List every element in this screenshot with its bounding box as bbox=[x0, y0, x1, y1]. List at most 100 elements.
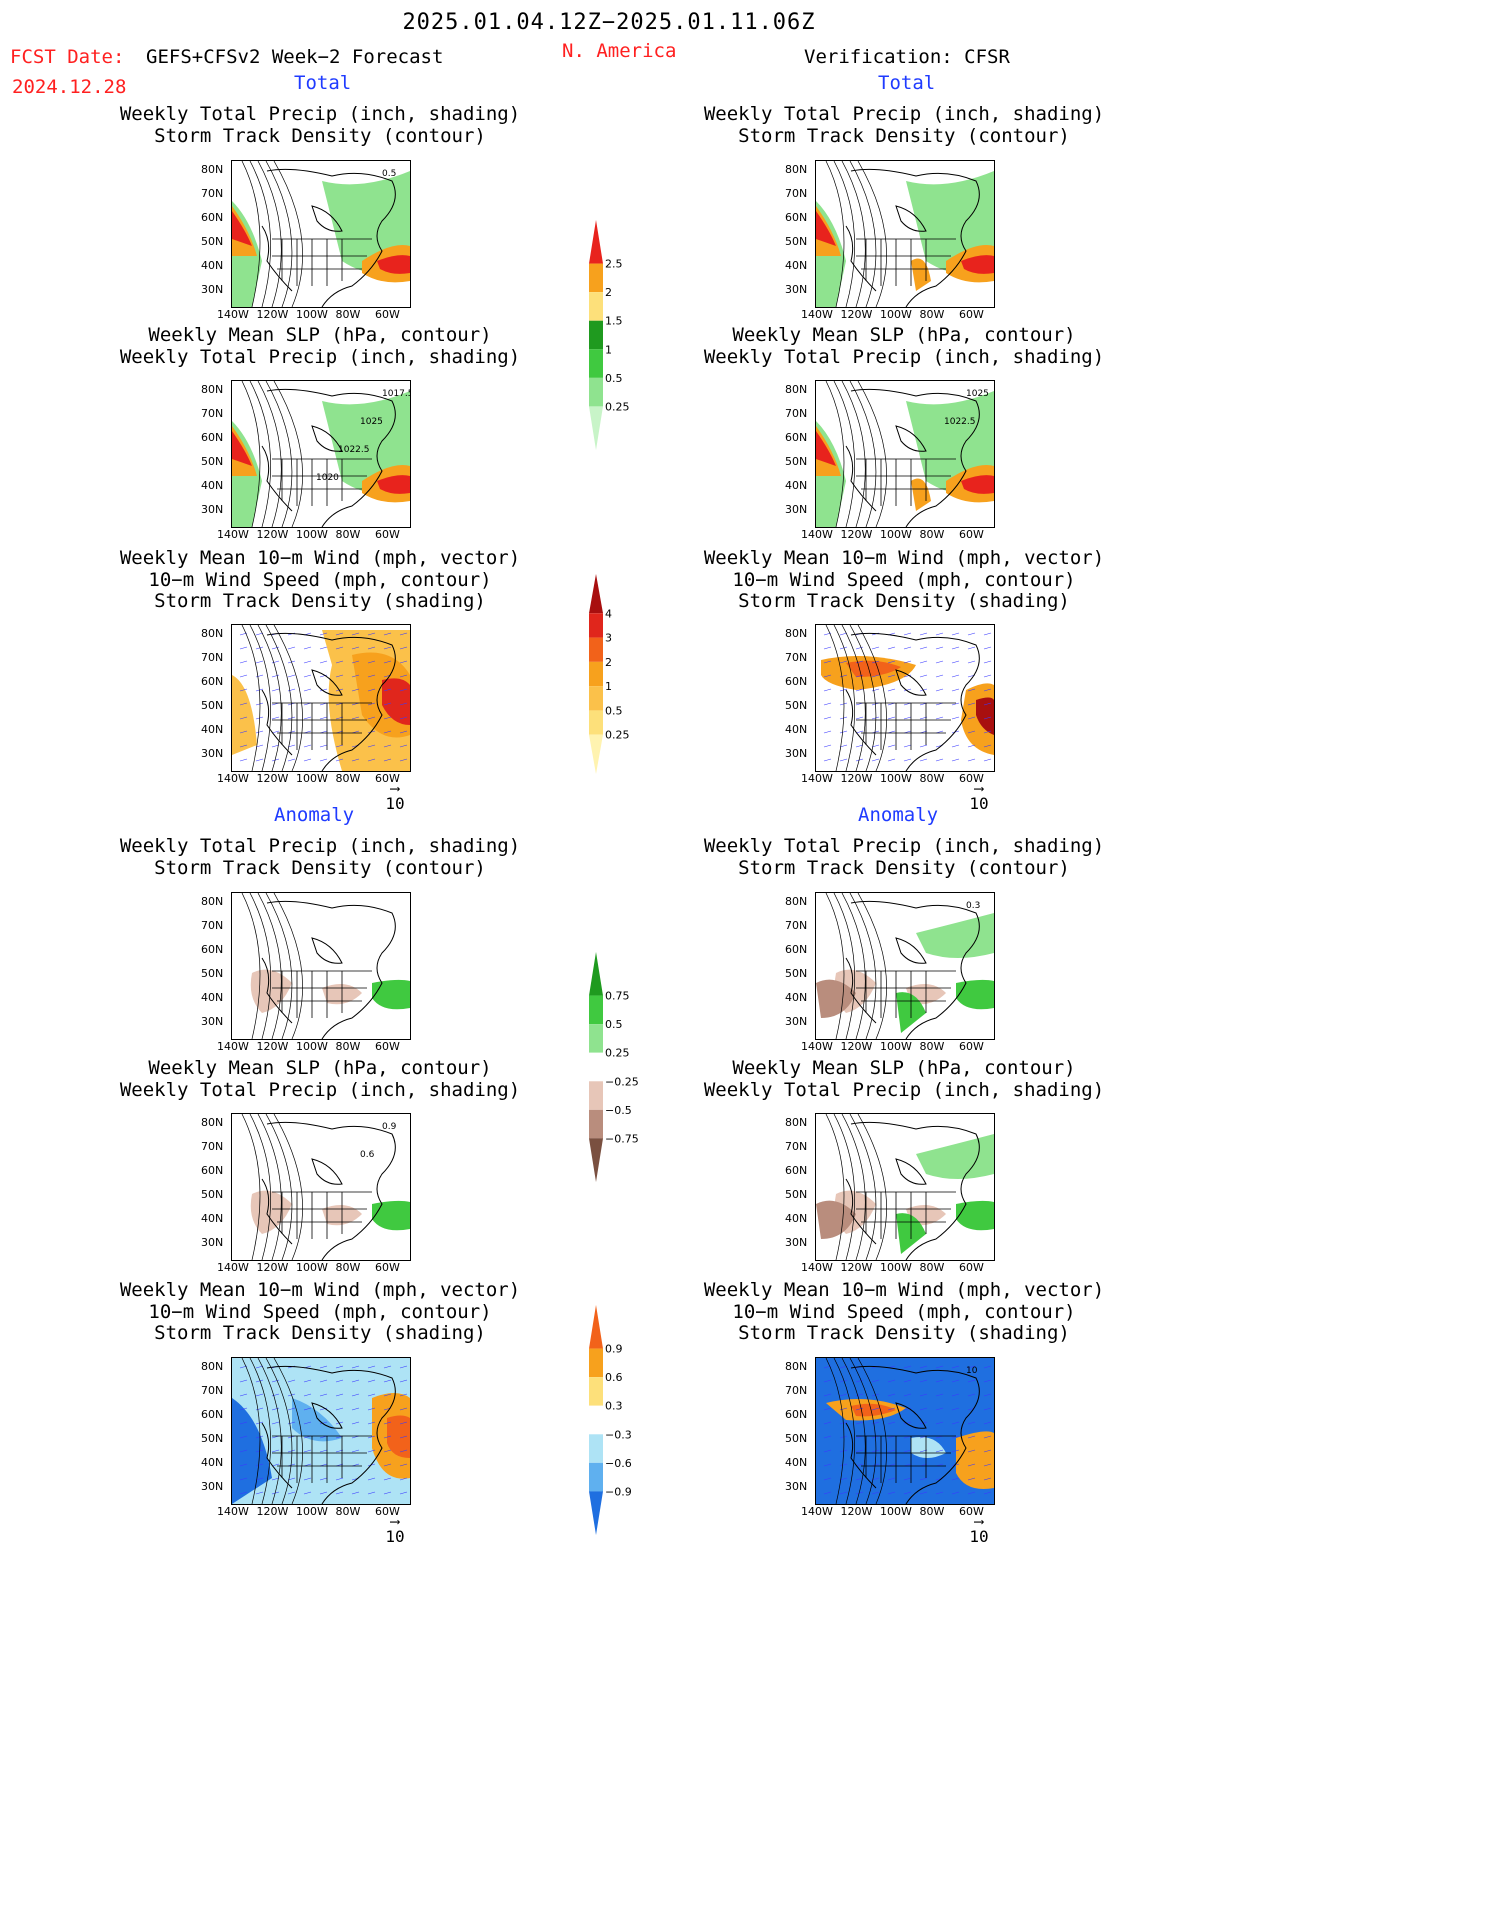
lat-tick-label: 80N bbox=[785, 383, 808, 396]
lat-tick-label: 30N bbox=[785, 1480, 808, 1493]
lon-tick-label: 140W bbox=[217, 1505, 249, 1518]
shade-atlantic-max bbox=[377, 475, 410, 494]
lat-tick-label: 60N bbox=[785, 211, 808, 224]
state-borders bbox=[272, 702, 372, 750]
vector-arrow-icon: ⟶ bbox=[390, 781, 400, 797]
lon-tick-label: 120W bbox=[840, 1505, 873, 1518]
lat-tick-label: 30N bbox=[201, 1236, 224, 1249]
contour-lines bbox=[825, 161, 887, 307]
vector-reference-value: 10 bbox=[385, 1527, 405, 1546]
map-panel-3-verification bbox=[815, 624, 995, 772]
lon-tick-label: 80W bbox=[335, 528, 361, 541]
lat-tick-label: 40N bbox=[785, 723, 808, 736]
vector-reference: ⟶ 10 bbox=[959, 1515, 999, 1546]
colorbar-label: 2.5 bbox=[605, 258, 623, 271]
panel-title-1-forecast: Weekly Total Precip (inch, shading) Stor… bbox=[119, 103, 521, 147]
contour-lines bbox=[241, 381, 303, 527]
lat-tick-label: 50N bbox=[201, 699, 224, 712]
state-borders bbox=[272, 458, 372, 506]
vector-reference-value: 10 bbox=[385, 794, 405, 813]
state-borders bbox=[272, 238, 372, 286]
lat-tick-label: 60N bbox=[785, 675, 808, 688]
lat-tick-label: 70N bbox=[785, 1384, 808, 1397]
colorbar-label: −0.75 bbox=[605, 1132, 639, 1145]
colorbar-label: 2 bbox=[605, 286, 612, 299]
lat-tick-label: 80N bbox=[201, 895, 224, 908]
panel-title-5-forecast: Weekly Mean SLP (hPa, contour) Weekly To… bbox=[119, 1057, 521, 1101]
colorbar-segment bbox=[589, 1405, 603, 1435]
vector-reference: ⟶ 10 bbox=[375, 781, 415, 813]
colorbar-segment bbox=[589, 377, 603, 407]
colorbar-label: 4 bbox=[605, 607, 612, 620]
section-total-right: Total bbox=[878, 72, 936, 94]
colorbar-segment bbox=[589, 1052, 603, 1082]
shade-track-north-core bbox=[846, 660, 901, 677]
panel-title-3-verification: Weekly Mean 10−m Wind (mph, vector) 10−m… bbox=[703, 547, 1105, 612]
lon-tick-label: 120W bbox=[256, 308, 289, 321]
lon-tick-label: 80W bbox=[335, 1505, 361, 1518]
state-borders bbox=[856, 238, 956, 286]
shade-dry-west bbox=[250, 969, 292, 1013]
lat-tick-label: 30N bbox=[201, 1015, 224, 1028]
lon-tick-label: 100W bbox=[880, 528, 912, 541]
shade-pacific-max bbox=[232, 431, 252, 466]
coastline bbox=[261, 900, 396, 1039]
lon-tick-label: 100W bbox=[296, 1505, 328, 1518]
lon-tick-label: 120W bbox=[256, 772, 289, 785]
lon-tick-label: 140W bbox=[217, 1040, 249, 1053]
colorbar-segment bbox=[589, 637, 603, 662]
panel-title-6-forecast: Weekly Mean 10−m Wind (mph, vector) 10−m… bbox=[119, 1279, 521, 1344]
lon-tick-label: 120W bbox=[840, 1040, 873, 1053]
lat-tick-label: 30N bbox=[785, 747, 808, 760]
lat-tick-label: 70N bbox=[785, 919, 808, 932]
lat-tick-label: 50N bbox=[201, 1188, 224, 1201]
wind-vectors bbox=[239, 1365, 408, 1495]
lat-tick-label: 40N bbox=[201, 991, 224, 1004]
fcst-model-label: GEFS+CFSv2 Week−2 Forecast bbox=[146, 46, 444, 68]
lat-tick-label: 50N bbox=[785, 1188, 808, 1201]
colorbar-segment bbox=[589, 613, 603, 638]
shade-atlantic-max bbox=[961, 475, 994, 494]
lat-tick-label: 50N bbox=[201, 455, 224, 468]
lon-tick-label: 140W bbox=[217, 772, 249, 785]
contour-lines bbox=[825, 381, 887, 527]
shade-dry-west bbox=[250, 1190, 292, 1234]
wind-vectors bbox=[239, 632, 408, 762]
lon-tick-label: 100W bbox=[296, 1040, 328, 1053]
lat-tick-label: 60N bbox=[785, 1164, 808, 1177]
lat-tick-label: 40N bbox=[201, 1212, 224, 1225]
lon-tick-label: 100W bbox=[296, 308, 328, 321]
colorbar-segment bbox=[589, 320, 603, 350]
lon-tick-label: 80W bbox=[919, 528, 945, 541]
lon-tick-label: 60W bbox=[959, 772, 984, 785]
colorbar-track_total: 4 3 2 1 0.5 0.25 bbox=[589, 574, 630, 774]
colorbar-segment bbox=[589, 952, 603, 996]
lat-tick-label: 40N bbox=[785, 1456, 808, 1469]
lon-tick-label: 100W bbox=[296, 528, 328, 541]
lat-tick-label: 30N bbox=[785, 283, 808, 296]
map-panel-1-forecast: 0.5 bbox=[231, 160, 411, 308]
coastline bbox=[261, 1121, 396, 1260]
lon-tick-label: 80W bbox=[335, 772, 361, 785]
lon-tick-label: 80W bbox=[919, 1261, 945, 1274]
shade-pacific-max bbox=[816, 431, 836, 466]
panel-title-4-forecast: Weekly Total Precip (inch, shading) Stor… bbox=[119, 835, 521, 879]
lon-tick-label: 80W bbox=[919, 1505, 945, 1518]
lat-tick-label: 60N bbox=[785, 943, 808, 956]
colorbar-segment bbox=[589, 1491, 603, 1535]
colorbar-segment bbox=[589, 1109, 603, 1139]
coastline bbox=[845, 168, 980, 307]
colorbar-label: 0.5 bbox=[605, 1018, 623, 1031]
lat-tick-label: 60N bbox=[201, 675, 224, 688]
contour-lines bbox=[825, 625, 887, 771]
colorbar-segment bbox=[589, 1138, 603, 1182]
coastline bbox=[845, 1121, 980, 1260]
colorbar-segment bbox=[589, 1462, 603, 1492]
lat-tick-label: 40N bbox=[201, 479, 224, 492]
lat-tick-label: 40N bbox=[785, 1212, 808, 1225]
lon-tick-label: 120W bbox=[256, 1261, 289, 1274]
colorbar-segment bbox=[589, 349, 603, 378]
lat-tick-label: 40N bbox=[785, 991, 808, 1004]
lon-tick-label: 60W bbox=[375, 1261, 400, 1274]
lon-tick-label: 140W bbox=[801, 308, 833, 321]
